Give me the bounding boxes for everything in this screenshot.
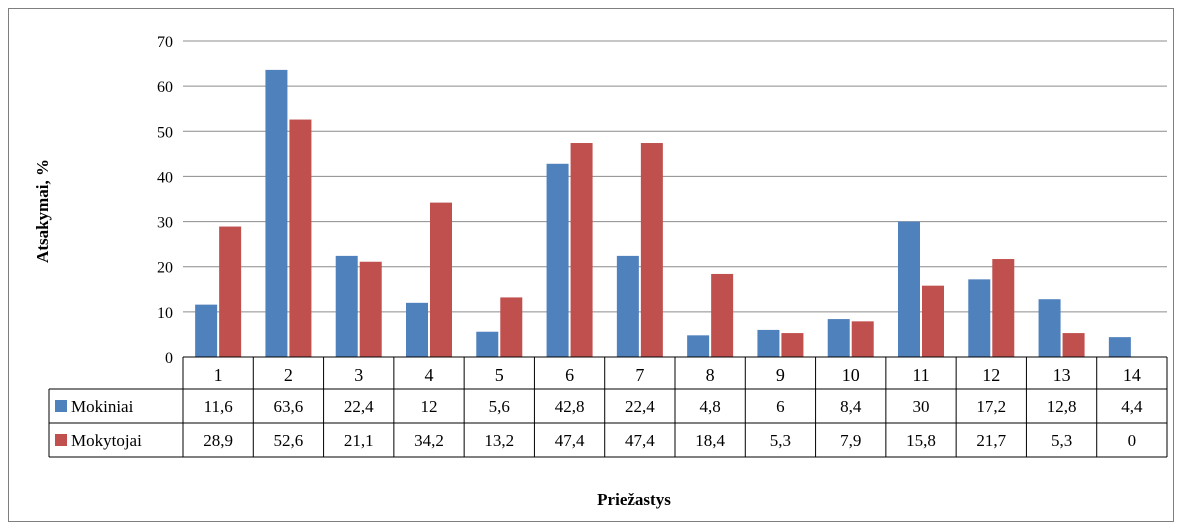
data-label: 4,4 [1121, 397, 1143, 416]
x-tick-label: 9 [776, 365, 785, 385]
bar-mokytojai-7 [640, 143, 663, 357]
y-tick-label: 70 [157, 34, 173, 51]
data-label: 0 [1128, 431, 1137, 450]
bar-mokiniai-10 [827, 319, 850, 357]
bar-mokiniai-2 [265, 69, 288, 358]
chart-frame: 0 10 20 30 40 50 60 70 1 2 3 4 5 6 7 8 9 10 11 12 13 14 Mokin… [8, 8, 1174, 522]
data-label: 22,4 [344, 397, 374, 416]
data-label: 5,6 [489, 397, 510, 416]
y-tick-label: 50 [157, 124, 173, 141]
bar-mokytojai-5 [500, 297, 523, 357]
data-label: 30 [913, 397, 930, 416]
grid-lines [183, 40, 1167, 358]
data-label: 34,2 [414, 431, 444, 450]
bar-mokiniai-12 [968, 279, 991, 357]
bar-mokytojai-13 [1062, 333, 1085, 357]
bar-mokytojai-4 [430, 202, 452, 357]
x-tick-label: 8 [706, 365, 715, 385]
x-tick-label: 5 [495, 365, 504, 385]
bar-mokytojai-10 [851, 321, 874, 357]
legend-label-mokiniai: Mokiniai [71, 397, 134, 416]
x-tick-label: 13 [1053, 365, 1071, 385]
bar-mokytojai-6 [570, 143, 593, 357]
x-tick-label: 10 [842, 365, 860, 385]
bar-mokiniai-13 [1038, 299, 1061, 357]
data-label: 47,4 [625, 431, 655, 450]
data-label: 5,3 [770, 431, 791, 450]
bar-mokytojai-9 [781, 333, 804, 357]
y-tick-label: 20 [157, 260, 173, 277]
bar-mokytojai-2 [289, 119, 312, 357]
y-tick-label: 10 [157, 305, 173, 322]
data-label: 21,7 [976, 431, 1006, 450]
data-label: 28,9 [203, 431, 233, 450]
x-tick-label: 1 [214, 365, 223, 385]
data-label: 42,8 [555, 397, 585, 416]
data-label: 4,8 [700, 397, 721, 416]
bar-mokiniai-7 [616, 255, 639, 357]
bar-mokytojai-12 [992, 259, 1015, 357]
bar-mokiniai-5 [476, 331, 499, 357]
data-label: 8,4 [840, 397, 862, 416]
bar-mokytojai-3 [359, 261, 382, 357]
bar-mokiniai-3 [335, 255, 358, 357]
data-label: 7,9 [840, 431, 861, 450]
legend-key-mokytojai [55, 434, 67, 446]
data-label: 47,4 [555, 431, 585, 450]
x-axis-label: Priežastys [597, 490, 671, 509]
x-tick-label: 4 [425, 365, 434, 385]
y-axis-ticks: 0 10 20 30 40 50 60 70 [157, 34, 173, 367]
y-axis-label: Atsakymai, % [33, 159, 52, 263]
y-tick-label: 30 [157, 215, 173, 232]
data-label: 63,6 [274, 397, 304, 416]
bar-mokytojai-11 [922, 285, 944, 357]
data-label: 6 [776, 397, 785, 416]
y-tick-label: 60 [157, 79, 173, 96]
bar-mokytojai-8 [711, 273, 734, 357]
data-label: 12,8 [1047, 397, 1077, 416]
x-tick-label: 12 [982, 365, 1000, 385]
data-label: 17,2 [976, 397, 1006, 416]
bar-mokytojai-1 [219, 226, 242, 357]
bar-mokiniai-4 [406, 302, 428, 357]
bar-mokiniai-6 [546, 163, 569, 357]
bar-mokiniai-9 [757, 329, 780, 357]
data-label: 21,1 [344, 431, 374, 450]
bar-mokiniai-8 [687, 335, 710, 357]
bar-mokiniai-11 [898, 221, 920, 357]
legend-label-mokytojai: Mokytojai [71, 431, 142, 450]
x-tick-label: 7 [635, 365, 644, 385]
x-tick-label: 2 [284, 365, 293, 385]
x-tick-label: 14 [1123, 365, 1141, 385]
bar-mokiniai-14 [1108, 337, 1131, 357]
data-label: 18,4 [695, 431, 725, 450]
bar-mokiniai-1 [195, 304, 218, 357]
x-tick-label: 3 [354, 365, 363, 385]
data-label: 15,8 [906, 431, 936, 450]
bars [195, 69, 1131, 358]
data-label: 5,3 [1051, 431, 1072, 450]
x-tick-label: 11 [912, 365, 929, 385]
data-label: 11,6 [204, 397, 233, 416]
data-label: 52,6 [274, 431, 304, 450]
y-tick-label: 0 [165, 350, 173, 367]
y-tick-label: 40 [157, 169, 173, 186]
data-label: 12 [421, 397, 438, 416]
legend-key-mokiniai [55, 400, 67, 412]
data-label: 22,4 [625, 397, 655, 416]
data-label: 13,2 [484, 431, 514, 450]
x-tick-label: 6 [565, 365, 574, 385]
